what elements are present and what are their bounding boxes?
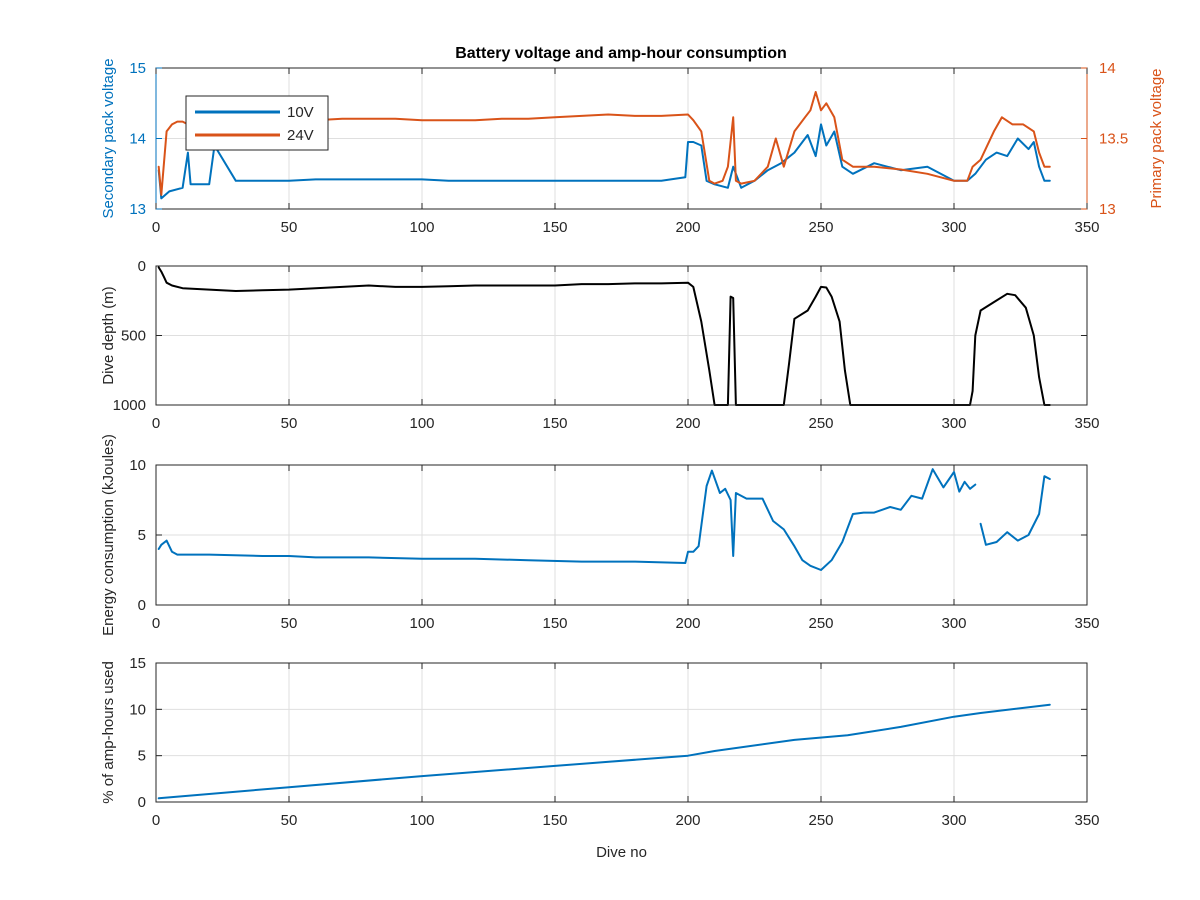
x-axis-label: Dive no bbox=[596, 844, 647, 861]
y-axis-label-right: Primary pack voltage bbox=[1148, 68, 1165, 208]
y-tick-label: 1000 bbox=[113, 397, 146, 414]
panels: 0 50 100 150 200 250 300 3501314151313.514Secon… bbox=[100, 58, 1165, 861]
y-right-tick-label: 13.5 bbox=[1099, 131, 1128, 148]
x-tick-label: 300 bbox=[941, 615, 966, 632]
x-tick-label: 350 bbox=[1074, 615, 1099, 632]
y-tick-label: 0 bbox=[138, 597, 146, 614]
x-tick-label: 350 bbox=[1074, 415, 1099, 432]
y-tick-label: 15 bbox=[129, 60, 146, 77]
x-tick-label: 150 bbox=[542, 615, 567, 632]
x-tick-label: 0 bbox=[152, 615, 160, 632]
panel-2: 0 50 100 150 200 250 300 350 0 500 1000 Dive depth … bbox=[100, 258, 1100, 432]
y-tick-label: 500 bbox=[121, 328, 146, 345]
y-axis-label: % of amp-hours used bbox=[100, 661, 117, 804]
y-tick-label: 14 bbox=[129, 131, 146, 148]
figure-title: Battery voltage and amp-hour consumption bbox=[455, 45, 787, 62]
y-axis-label: Energy consumption (kJoules) bbox=[100, 434, 117, 636]
y-axis-label: Secondary pack voltage bbox=[100, 58, 117, 218]
y-tick-label: 0 bbox=[138, 794, 146, 811]
x-tick-label: 250 bbox=[808, 615, 833, 632]
y-tick-label: 5 bbox=[138, 527, 146, 544]
y-tick-label: 15 bbox=[129, 655, 146, 672]
y-axis-label: Dive depth (m) bbox=[100, 286, 117, 384]
grid bbox=[156, 465, 1087, 605]
legend-label-10v: 10V bbox=[287, 104, 314, 121]
panel-4: 0 50 100 150 200 250 300 350 0 5 10 15 % of amp-hour… bbox=[100, 655, 1100, 861]
y-right-tick-label: 13 bbox=[1099, 201, 1116, 218]
y-tick-label: 10 bbox=[129, 457, 146, 474]
y-right-tick-label: 14 bbox=[1099, 60, 1116, 77]
x-tick-label: 50 bbox=[281, 219, 298, 236]
x-tick-label: 50 bbox=[281, 415, 298, 432]
x-tick-label: 0 bbox=[152, 219, 160, 236]
x-tick-label: 150 bbox=[542, 812, 567, 829]
series-line-1 bbox=[157, 703, 1051, 800]
x-tick-label: 300 bbox=[941, 219, 966, 236]
x-tick-label: 350 bbox=[1074, 219, 1099, 236]
x-tick-label: 250 bbox=[808, 812, 833, 829]
plot-area bbox=[155, 662, 1088, 803]
y-tick-label: 10 bbox=[129, 701, 146, 718]
series-line-1 bbox=[157, 266, 1051, 406]
x-tick-label: 200 bbox=[675, 219, 700, 236]
legend-box bbox=[185, 95, 329, 151]
x-tick-label: 100 bbox=[409, 812, 434, 829]
x-tick-label: 250 bbox=[808, 415, 833, 432]
grid bbox=[156, 663, 1087, 802]
x-tick-label: 0 bbox=[152, 415, 160, 432]
x-tick-label: 300 bbox=[941, 812, 966, 829]
panel-1: 0 50 100 150 200 250 300 3501314151313.514Secon… bbox=[100, 58, 1165, 236]
series-line-1 bbox=[157, 468, 1051, 571]
x-tick-label: 300 bbox=[941, 415, 966, 432]
x-tick-label: 350 bbox=[1074, 812, 1099, 829]
panel-3: 0 50 100 150 200 250 300 350 0 5 10 Energy consumpt… bbox=[100, 434, 1100, 636]
x-tick-label: 200 bbox=[675, 615, 700, 632]
x-tick-label: 50 bbox=[281, 812, 298, 829]
x-tick-label: 150 bbox=[542, 219, 567, 236]
x-tick-label: 100 bbox=[409, 615, 434, 632]
y-tick-label: 13 bbox=[129, 201, 146, 218]
x-tick-label: 200 bbox=[675, 812, 700, 829]
x-tick-label: 50 bbox=[281, 615, 298, 632]
x-tick-label: 250 bbox=[808, 219, 833, 236]
x-tick-label: 0 bbox=[152, 812, 160, 829]
x-tick-label: 200 bbox=[675, 415, 700, 432]
x-tick-label: 100 bbox=[409, 219, 434, 236]
x-tick-label: 150 bbox=[542, 415, 567, 432]
grid bbox=[156, 266, 1087, 405]
y-tick-label: 0 bbox=[138, 258, 146, 275]
y-tick-label: 5 bbox=[138, 748, 146, 765]
x-tick-label: 100 bbox=[409, 415, 434, 432]
legend-label-24v: 24V bbox=[287, 127, 314, 144]
